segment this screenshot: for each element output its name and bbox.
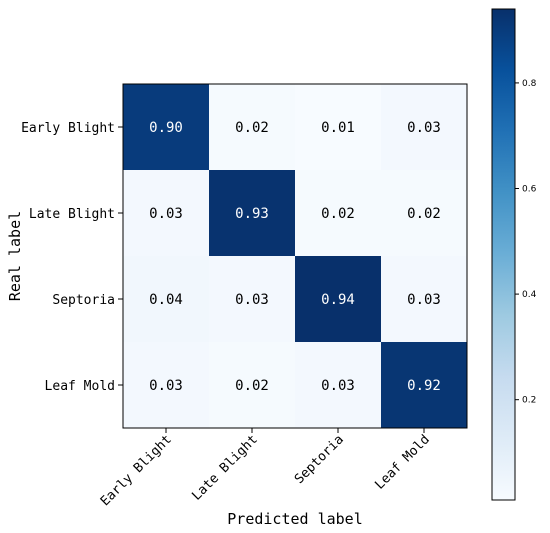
x-axis-ticks: Early Blight Late Blight Septoria Leaf Mold [98, 428, 433, 509]
y-tick-label-3: Leaf Mold [45, 379, 115, 394]
heatmap-value-labels: 0.90 0.02 0.01 0.03 0.03 0.93 0.02 0.02 0.04 0.03… [149, 120, 441, 394]
cell-value-label-0-2: 0.01 [321, 120, 355, 136]
y-tick-label-0: Early Blight [21, 121, 115, 136]
x-tick-label-0: Early Blight [98, 432, 175, 509]
heatmap-cell-2-3 [381, 256, 467, 342]
colorbar-tick-label-0: 0.2 [522, 396, 536, 406]
heatmap-cell-2-1 [209, 256, 295, 342]
cell-value-label-2-2: 0.94 [321, 292, 355, 308]
heatmap-cell-2-0 [123, 256, 209, 342]
cell-value-label-3-2: 0.03 [321, 378, 355, 394]
heatmap-cells [123, 84, 467, 428]
heatmap-cell-1-3 [381, 170, 467, 256]
colorbar-tick-label-2: 0.6 [522, 185, 537, 195]
x-tick-label-3: Leaf Mold [372, 432, 432, 492]
colorbar-tick-label-1: 0.4 [522, 290, 537, 300]
colorbar-ticks: 0.2 0.4 0.6 0.8 [515, 79, 537, 406]
y-axis-ticks: Early Blight Late Blight Septoria Leaf Mold [21, 121, 123, 394]
cell-value-label-0-3: 0.03 [407, 120, 441, 136]
heatmap-cell-0-3 [381, 84, 467, 170]
cell-value-label-3-3: 0.92 [407, 378, 441, 394]
heatmap-cell-1-2 [295, 170, 381, 256]
heatmap-cell-3-3 [381, 342, 467, 428]
heatmap-cell-3-2 [295, 342, 381, 428]
x-tick-label-1: Late Blight [189, 432, 260, 503]
x-tick-label-2: Septoria [292, 432, 347, 487]
heatmap-cell-1-0 [123, 170, 209, 256]
y-tick-label-1: Late Blight [29, 207, 115, 222]
y-tick-label-2: Septoria [52, 293, 115, 308]
colorbar-tick-label-3: 0.8 [522, 79, 537, 89]
y-axis-title: Real label [6, 211, 24, 301]
cell-value-label-0-1: 0.02 [235, 120, 269, 136]
heatmap-cell-0-1 [209, 84, 295, 170]
cell-value-label-3-1: 0.02 [235, 378, 269, 394]
cell-value-label-2-1: 0.03 [235, 292, 269, 308]
cell-value-label-1-2: 0.02 [321, 206, 355, 222]
cell-value-label-2-3: 0.03 [407, 292, 441, 308]
cell-value-label-3-0: 0.03 [149, 378, 183, 394]
cell-value-label-0-0: 0.90 [149, 120, 183, 136]
heatmap-cell-3-1 [209, 342, 295, 428]
cell-value-label-1-1: 0.93 [235, 206, 269, 222]
plot-frame [122, 83, 468, 429]
heatmap-cell-0-2 [295, 84, 381, 170]
heatmap-cell-0-0 [123, 84, 209, 170]
x-axis-title: Predicted label [227, 510, 362, 528]
cell-value-label-2-0: 0.04 [149, 292, 183, 308]
cell-value-label-1-3: 0.02 [407, 206, 441, 222]
heatmap-cell-3-0 [123, 342, 209, 428]
heatmap-cell-2-2 [295, 256, 381, 342]
cell-value-label-1-0: 0.03 [149, 206, 183, 222]
colorbar [491, 8, 516, 501]
heatmap-cell-1-1 [209, 170, 295, 256]
